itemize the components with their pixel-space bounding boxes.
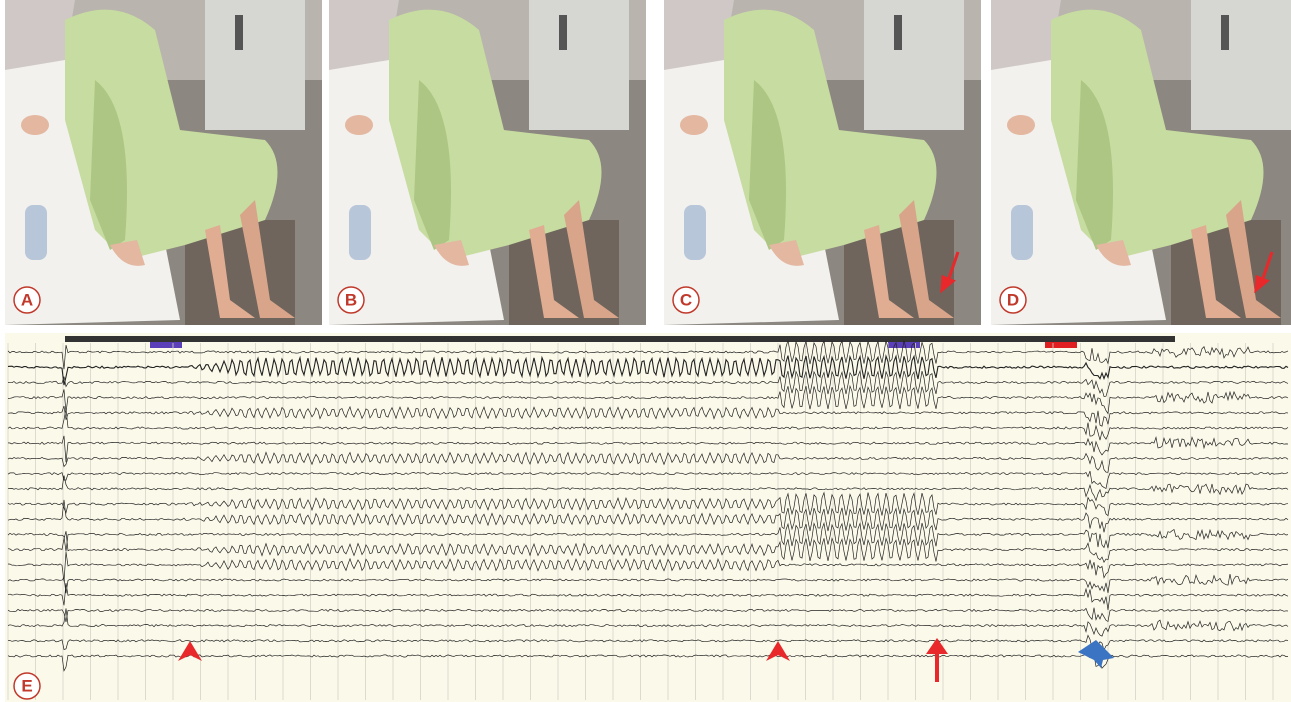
photo-a [5, 0, 322, 325]
photo-d [991, 0, 1291, 325]
panel-label: B [345, 291, 357, 310]
panel-label: E [21, 677, 32, 696]
panel-label: A [21, 291, 33, 310]
photo-c [664, 0, 981, 325]
panel-label: D [1007, 291, 1019, 310]
figure: A B C D E [0, 0, 1291, 702]
panel-label: C [680, 291, 692, 310]
photo-b [329, 0, 646, 325]
